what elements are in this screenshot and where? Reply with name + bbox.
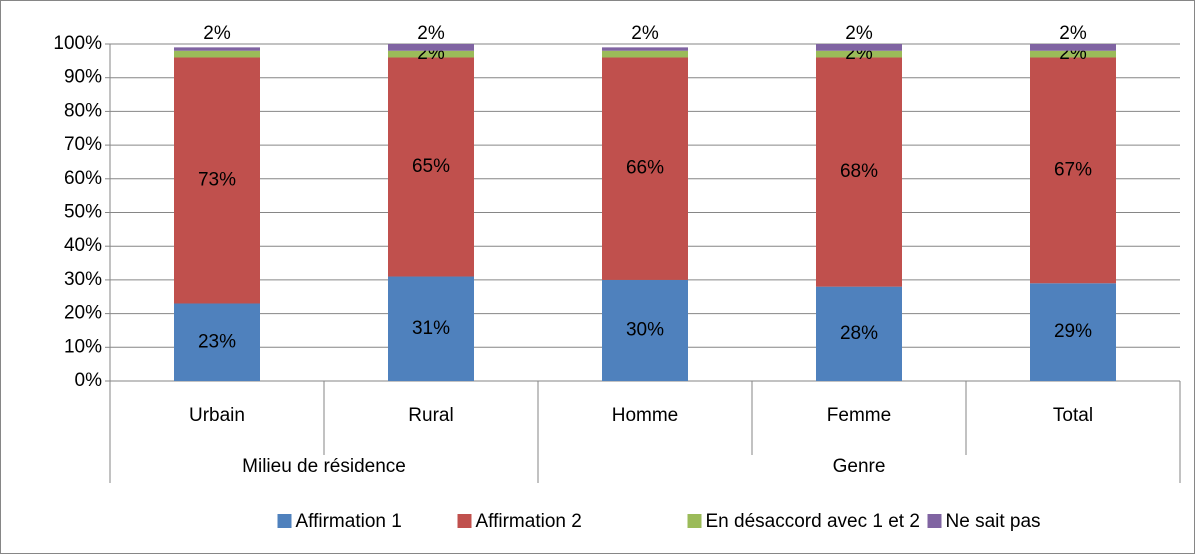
bar-segment — [602, 279, 688, 381]
bar-segment — [1030, 57, 1116, 284]
data-label: 73% — [198, 170, 236, 191]
bar-segment — [816, 50, 902, 58]
bar-segment — [602, 50, 688, 58]
y-tick-label: 50% — [64, 202, 102, 223]
legend-label: Affirmation 1 — [296, 511, 402, 532]
bar-segment — [816, 44, 902, 51]
y-tick-label: 40% — [64, 235, 102, 256]
data-label: 29% — [1054, 321, 1092, 342]
x-tick-label: Femme — [827, 405, 891, 426]
data-label: 30% — [626, 319, 664, 340]
bar-segment — [816, 286, 902, 381]
x-tick-label: Total — [1053, 405, 1093, 426]
data-label: 2% — [631, 23, 659, 44]
y-tick-label: 0% — [75, 370, 103, 391]
x-tick-label: Urbain — [189, 405, 245, 426]
data-label: 2% — [845, 23, 873, 44]
y-tick-label: 20% — [64, 303, 102, 324]
bar-segment — [388, 276, 474, 381]
data-label: 23% — [198, 331, 236, 352]
data-label: 66% — [626, 158, 664, 179]
group-label: Genre — [833, 456, 886, 477]
bar-segment — [388, 44, 474, 51]
data-label: 67% — [1054, 159, 1092, 180]
bar-segment — [388, 57, 474, 277]
bar-segment — [174, 57, 260, 304]
legend-swatch — [687, 514, 702, 528]
bar-segment — [174, 47, 260, 51]
bar-segment — [602, 47, 688, 51]
legend-label: Ne sait pas — [946, 511, 1041, 532]
legend-label: Affirmation 2 — [476, 511, 582, 532]
data-label: 31% — [412, 318, 450, 339]
legend-swatch — [277, 514, 292, 528]
y-tick-label: 30% — [64, 269, 102, 290]
bar-segment — [602, 57, 688, 280]
data-label: 28% — [840, 323, 878, 344]
y-tick-label: 100% — [53, 33, 102, 54]
y-tick-label: 70% — [64, 134, 102, 155]
data-label: 2% — [417, 23, 445, 44]
x-tick-label: Rural — [408, 405, 453, 426]
bar-segment — [388, 50, 474, 58]
x-tick-label: Homme — [612, 405, 679, 426]
data-label: 68% — [840, 161, 878, 182]
legend-swatch — [457, 514, 472, 528]
y-tick-label: 10% — [64, 336, 102, 357]
y-tick-label: 90% — [64, 67, 102, 88]
data-label: 2% — [1059, 23, 1087, 44]
y-tick-label: 80% — [64, 100, 102, 121]
bar-segment — [1030, 44, 1116, 51]
bar-segment — [1030, 283, 1116, 381]
bar-segment — [816, 57, 902, 287]
legend-swatch — [927, 514, 942, 528]
data-label: 65% — [412, 156, 450, 177]
bar-segment — [1030, 50, 1116, 58]
group-label: Milieu de résidence — [242, 456, 406, 477]
bar-segment — [174, 303, 260, 381]
legend-label: En désaccord avec 1 et 2 — [706, 511, 920, 532]
bar-segment — [174, 50, 260, 58]
data-label: 2% — [203, 23, 231, 44]
y-tick-label: 60% — [64, 168, 102, 189]
